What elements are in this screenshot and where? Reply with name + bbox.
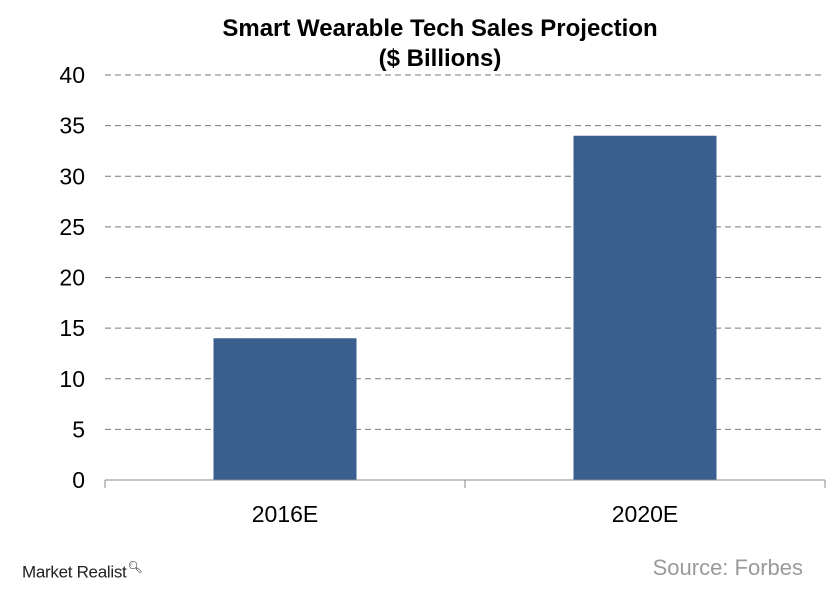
x-tick-label: 2016E bbox=[252, 501, 319, 527]
y-tick-label: 5 bbox=[72, 416, 85, 442]
chart-subtitle: ($ Billions) bbox=[379, 45, 502, 72]
y-tick-label: 35 bbox=[59, 113, 85, 139]
x-axis-labels: 2016E 2020E bbox=[252, 501, 679, 527]
y-tick-label: 30 bbox=[59, 163, 85, 189]
bar-2020e bbox=[573, 135, 717, 480]
y-tick-label: 40 bbox=[59, 62, 85, 88]
market-realist-logo: Market Realist🔍︎ bbox=[22, 560, 143, 583]
y-tick-label: 10 bbox=[59, 366, 85, 392]
x-axis bbox=[104, 479, 826, 488]
source-note: Source: Forbes bbox=[652, 555, 803, 580]
y-tick-label: 15 bbox=[59, 315, 85, 341]
y-tick-label: 20 bbox=[59, 265, 85, 291]
y-tick-label: 0 bbox=[72, 467, 85, 493]
gridlines bbox=[105, 74, 825, 430]
magnifier-icon: 🔍︎ bbox=[127, 560, 143, 574]
chart-title: Smart Wearable Tech Sales Projection bbox=[222, 15, 657, 42]
bars bbox=[213, 135, 717, 480]
bar-2016e bbox=[213, 338, 357, 480]
brand-name: Market Realist bbox=[22, 562, 127, 582]
y-axis-ticks: 0 5 10 15 20 25 30 35 40 bbox=[59, 62, 85, 493]
y-tick-label: 25 bbox=[59, 214, 85, 240]
x-tick-label: 2020E bbox=[612, 501, 679, 527]
